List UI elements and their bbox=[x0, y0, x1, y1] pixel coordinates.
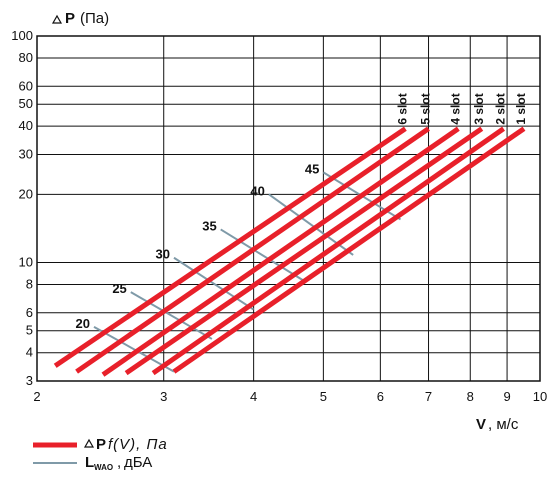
legend-noise-subscript: WAO bbox=[94, 463, 113, 472]
y-tick-label: 5 bbox=[26, 323, 33, 338]
legend-pressure-func: f(V), Па bbox=[108, 436, 168, 453]
legend-noise-symbol: L bbox=[85, 454, 94, 471]
noise-line-20 bbox=[93, 326, 175, 373]
y-tick-label: 80 bbox=[19, 50, 33, 65]
x-axis-title-unit: , м/с bbox=[488, 416, 519, 433]
x-axis-title: V , м/с bbox=[476, 416, 519, 433]
y-tick-label: 8 bbox=[26, 276, 33, 291]
pressure-line-2-slot bbox=[151, 126, 506, 376]
x-tick-label: 9 bbox=[503, 389, 510, 404]
x-tick-label: 6 bbox=[377, 389, 384, 404]
y-tick-label: 40 bbox=[19, 118, 33, 133]
pressure-line-1-slot bbox=[172, 126, 526, 374]
y-axis-title-unit: (Па) bbox=[80, 10, 109, 27]
noise-line-35 bbox=[220, 228, 305, 282]
noise-label-40: 40 bbox=[250, 183, 264, 198]
pressure-line-4-slot bbox=[101, 126, 460, 377]
grid bbox=[36, 35, 541, 382]
y-axis-title: P (Па) bbox=[51, 10, 109, 27]
slot-labels: 6 slot 5 slot 4 slot 3 slot 2 slot 1 slot bbox=[395, 93, 528, 124]
noise-line-30 bbox=[173, 256, 255, 311]
legend-pressure-symbol: P bbox=[96, 436, 106, 453]
pressure-line-5-slot bbox=[75, 126, 430, 374]
pressure-line-3-slot bbox=[124, 126, 484, 376]
y-tick-label: 6 bbox=[26, 305, 33, 320]
noise-label-35: 35 bbox=[202, 218, 216, 233]
y-tick-label: 50 bbox=[19, 96, 33, 111]
y-tick-label: 100 bbox=[11, 28, 33, 43]
slot-label: 3 slot bbox=[472, 93, 486, 124]
legend-item-noise: L WAO , дБА bbox=[33, 454, 152, 472]
slot-label: 1 slot bbox=[514, 93, 528, 124]
x-tick-label: 3 bbox=[160, 389, 167, 404]
y-tick-label: 30 bbox=[19, 146, 33, 161]
y-tick-label: 60 bbox=[19, 78, 33, 93]
x-tick-label: 5 bbox=[320, 389, 327, 404]
delta-icon bbox=[51, 14, 63, 24]
legend-item-pressure: P f(V), Па bbox=[33, 436, 168, 453]
slot-label: 5 slot bbox=[419, 93, 433, 124]
noise-line-25 bbox=[130, 291, 213, 340]
noise-label-20: 20 bbox=[76, 316, 90, 331]
x-tick-label: 4 bbox=[250, 389, 257, 404]
y-axis-title-symbol: P bbox=[65, 10, 75, 27]
slot-label: 2 slot bbox=[494, 93, 508, 124]
legend: P f(V), Па L WAO , дБА bbox=[33, 436, 168, 472]
y-tick-label: 10 bbox=[19, 255, 33, 270]
y-tick-label: 20 bbox=[19, 186, 33, 201]
noise-label-25: 25 bbox=[112, 281, 126, 296]
x-tick-label: 8 bbox=[467, 389, 474, 404]
noise-label-30: 30 bbox=[155, 247, 169, 262]
y-tick-label: 3 bbox=[26, 373, 33, 388]
pressure-line-6-slot bbox=[53, 126, 407, 368]
delta-icon bbox=[83, 438, 95, 448]
x-tick-label: 2 bbox=[33, 389, 40, 404]
slot-label: 4 slot bbox=[448, 93, 462, 124]
slot-label: 6 slot bbox=[395, 93, 409, 124]
x-tick-label: 10 bbox=[533, 389, 547, 404]
legend-noise-comma: , bbox=[117, 454, 121, 471]
legend-noise-unit: дБА bbox=[124, 454, 152, 471]
x-axis-title-symbol: V bbox=[476, 416, 486, 433]
pressure-lines bbox=[53, 126, 526, 377]
x-tick-label: 7 bbox=[425, 389, 432, 404]
noise-label-45: 45 bbox=[305, 161, 319, 176]
y-tick-label: 4 bbox=[26, 345, 33, 360]
noise-labels: 20 25 30 35 40 45 bbox=[76, 161, 320, 330]
y-axis-ticks: 3 4 5 6 8 10 20 30 40 50 60 80 100 bbox=[11, 28, 33, 388]
x-axis-ticks: 2 3 4 5 6 7 8 9 10 bbox=[33, 389, 547, 404]
